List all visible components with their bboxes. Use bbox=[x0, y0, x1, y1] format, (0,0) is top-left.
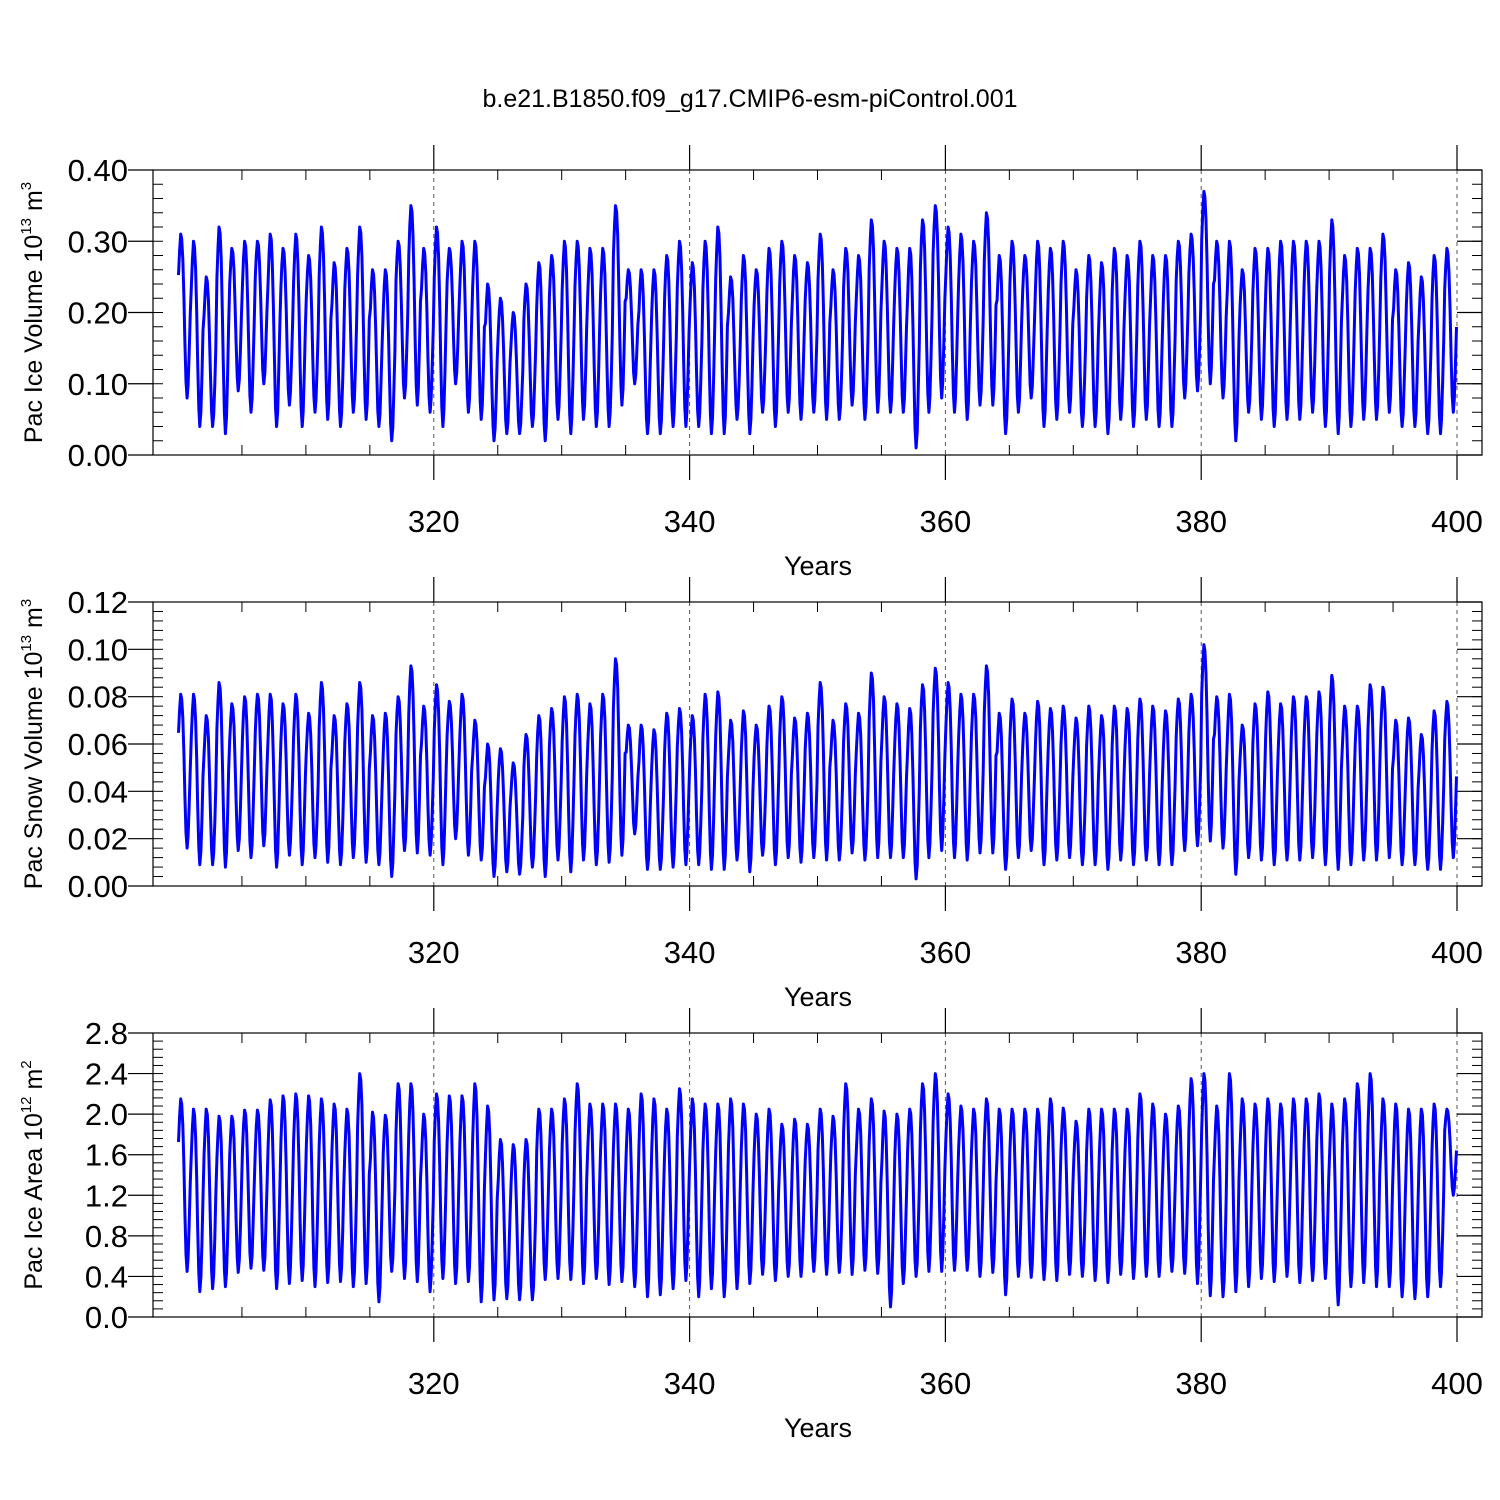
y-axis-label-text: Pac Ice Area 10 bbox=[20, 1113, 48, 1290]
y-axis-label-text: m bbox=[20, 190, 48, 218]
y-tick-label: 1.6 bbox=[85, 1138, 128, 1173]
y-tick-label: 0.30 bbox=[68, 224, 128, 259]
y-axis-label-text: m bbox=[20, 1069, 48, 1097]
x-tick-label: 320 bbox=[408, 1366, 460, 1401]
y-axis-label-exponent: 13 bbox=[18, 635, 35, 652]
y-tick-label: 0.00 bbox=[68, 438, 128, 473]
y-tick-label: 0.06 bbox=[68, 727, 128, 762]
y-tick-label: 0.20 bbox=[68, 296, 128, 331]
y-axis-label: Pac Ice Volume 1013 m3 bbox=[18, 182, 48, 443]
y-tick-label: 0.8 bbox=[85, 1219, 128, 1254]
x-tick-label: 340 bbox=[664, 1366, 716, 1401]
x-tick-label: 320 bbox=[408, 504, 460, 539]
y-tick-label: 0.4 bbox=[85, 1259, 128, 1294]
x-tick-label: 360 bbox=[920, 935, 972, 970]
y-axis-label-text: Pac Ice Volume 10 bbox=[20, 235, 48, 443]
y-axis-label: Pac Snow Volume 1013 m3 bbox=[18, 599, 48, 889]
y-tick-label: 1.2 bbox=[85, 1178, 128, 1213]
x-tick-label: 360 bbox=[920, 504, 972, 539]
y-axis-label-exponent: 2 bbox=[18, 1060, 35, 1068]
y-axis-label-exponent: 3 bbox=[18, 599, 35, 607]
y-axis-label-text: m bbox=[20, 607, 48, 635]
x-tick-label: 400 bbox=[1431, 1366, 1483, 1401]
ice-volume-panel: 0.00 0.10 0.20 0.30 0.40 320 340 360 380 400 Years… bbox=[18, 145, 1483, 581]
y-tick-label: 0.40 bbox=[68, 153, 128, 188]
x-tick-label: 360 bbox=[920, 1366, 972, 1401]
x-tick-label: 380 bbox=[1175, 504, 1227, 539]
x-tick-label: 340 bbox=[664, 935, 716, 970]
snow-volume-panel: 0.00 0.02 0.04 0.06 0.08 0.10 0.12 320 340 360 380… bbox=[18, 577, 1483, 1012]
x-tick-label: 400 bbox=[1431, 504, 1483, 539]
y-tick-label: 0.10 bbox=[68, 367, 128, 402]
x-tick-label: 380 bbox=[1175, 1366, 1227, 1401]
x-tick-label: 380 bbox=[1175, 935, 1227, 970]
y-tick-label: 0.00 bbox=[68, 869, 128, 904]
y-tick-label: 2.4 bbox=[85, 1057, 128, 1092]
y-axis-label-text: Pac Snow Volume 10 bbox=[20, 652, 48, 890]
chart-title: b.e21.B1850.f09_g17.CMIP6-esm-piControl.… bbox=[482, 85, 1017, 113]
y-axis-label: Pac Ice Area 1012 m2 bbox=[18, 1060, 48, 1289]
y-tick-label: 0.10 bbox=[68, 632, 128, 667]
y-axis-label-exponent: 13 bbox=[18, 218, 35, 235]
y-axis-label-exponent: 3 bbox=[18, 182, 35, 190]
x-tick-label: 320 bbox=[408, 935, 460, 970]
series-line bbox=[177, 643, 1458, 881]
y-tick-label: 2.0 bbox=[85, 1097, 128, 1132]
y-tick-label: 0.12 bbox=[68, 585, 128, 620]
y-tick-label: 2.8 bbox=[85, 1016, 128, 1051]
series-line bbox=[177, 189, 1458, 450]
x-axis-label: Years bbox=[784, 982, 852, 1012]
y-axis-label-exponent: 12 bbox=[18, 1096, 35, 1113]
y-tick-label: 0.08 bbox=[68, 680, 128, 715]
y-tick-label: 0.0 bbox=[85, 1300, 128, 1335]
ice-area-panel: 0.0 0.4 0.8 1.2 1.6 2.0 2.4 2.8 320 340 360 380 400 Y… bbox=[18, 1008, 1483, 1443]
x-axis-label: Years bbox=[784, 1413, 852, 1443]
y-tick-label: 0.04 bbox=[68, 774, 128, 809]
y-tick-label: 0.02 bbox=[68, 822, 128, 857]
x-axis-label: Years bbox=[784, 551, 852, 581]
x-tick-label: 340 bbox=[664, 504, 716, 539]
x-tick-label: 400 bbox=[1431, 935, 1483, 970]
series-line bbox=[177, 1072, 1458, 1309]
